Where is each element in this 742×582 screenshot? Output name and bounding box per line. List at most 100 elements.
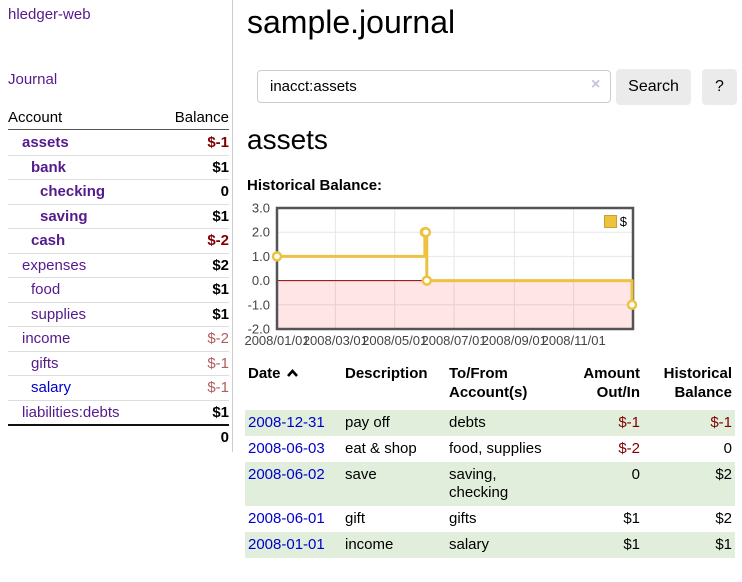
account-link-checking[interactable]: checking <box>40 183 106 201</box>
account-row: expenses $2 <box>8 252 229 278</box>
register-balance-cell: $1 <box>715 536 732 553</box>
account-balance: $-1 <box>207 354 229 372</box>
account-link-expenses[interactable]: expenses <box>22 256 87 274</box>
register-amount-cell: $1 <box>623 536 640 553</box>
account-balance: $-1 <box>207 133 229 151</box>
svg-text:0.0: 0.0 <box>252 273 270 288</box>
account-row: checking 0 <box>8 179 229 204</box>
register-accounts-cell: debts <box>449 414 486 431</box>
account-link-food[interactable]: food <box>31 281 61 299</box>
account-link-liabilities-debts[interactable]: liabilities:debts <box>22 403 120 421</box>
account-row: gifts $-1 <box>8 350 229 376</box>
account-link-saving[interactable]: saving <box>40 207 88 225</box>
balance-chart-canvas: 3.0 2.0 1.0 0.0 -1.0 -2.02008/01/012008/03/01… <box>244 201 638 348</box>
account-row: salary $-1 <box>8 375 229 400</box>
svg-text:3.0: 3.0 <box>252 201 270 216</box>
svg-text:2008/03/01: 2008/03/01 <box>303 333 368 348</box>
register-header-date[interactable]: Date <box>245 362 342 410</box>
account-balance: 0 <box>220 183 229 201</box>
sidebar: hledger-web Journal Account Balance asse… <box>0 0 233 452</box>
account-balance: $1 <box>212 281 229 299</box>
nav-journal-link[interactable]: Journal <box>8 71 58 88</box>
register-row: 2008-06-03 eat & shop food, supplies $-2 0 <box>245 436 735 462</box>
register-row: 2008-06-01 gift gifts $1 $2 <box>245 506 735 532</box>
accounts-header-account: Account <box>8 109 63 126</box>
register-amount-cell: 0 <box>631 466 640 483</box>
register-date-cell: 2008-01-01 <box>245 532 342 558</box>
svg-text:1.0: 1.0 <box>252 249 270 264</box>
account-row: assets $-1 <box>8 130 229 155</box>
search-button[interactable]: Search <box>616 69 691 105</box>
accounts-header-balance: Balance <box>174 109 229 126</box>
register-amount-cell: $-2 <box>618 440 640 457</box>
app-brand-link[interactable]: hledger-web <box>8 6 91 23</box>
register-row: 2008-12-31 pay off debts $-1 $-1 <box>245 410 735 436</box>
register-description-cell: income <box>345 536 394 553</box>
accounts-panel: Account Balance assets $-1 bank $1 checking 0… <box>8 106 229 449</box>
register-description-cell: gift <box>345 510 366 527</box>
account-link-salary[interactable]: salary <box>31 379 72 397</box>
page-title: sample.journal <box>247 4 456 40</box>
register-header-balance: Historical Balance <box>663 365 732 401</box>
search-input[interactable] <box>257 70 611 103</box>
historical-balance-chart: 3.0 2.0 1.0 0.0 -1.0 -2.0 2008/01/01 2008/03/01… <box>244 200 742 350</box>
register-date-link[interactable]: 2008-12-31 <box>248 414 325 431</box>
svg-text:2008/07/01: 2008/07/01 <box>421 333 486 348</box>
register-accounts-cell: food, supplies <box>449 440 542 457</box>
account-row: liabilities:debts $1 <box>8 399 229 425</box>
register-balance-cell: 0 <box>723 440 732 457</box>
account-row: food $1 <box>8 277 229 302</box>
account-balance: $-2 <box>207 330 229 348</box>
legend-swatch-icon <box>603 215 617 228</box>
account-balance: $-1 <box>207 379 229 397</box>
register-row: 2008-01-01 income salary $1 $1 <box>245 532 735 558</box>
account-link-income[interactable]: income <box>22 330 71 348</box>
svg-text:2008/09/01: 2008/09/01 <box>482 333 547 348</box>
register-description-cell: pay off <box>345 414 390 431</box>
register-date-link[interactable]: 2008-01-01 <box>248 536 325 553</box>
sort-asc-icon <box>286 369 298 377</box>
svg-text:2008/01/01: 2008/01/01 <box>245 333 310 348</box>
account-heading: assets <box>247 124 328 155</box>
register-balance-cell: $-1 <box>710 414 732 431</box>
account-link-gifts[interactable]: gifts <box>31 354 59 372</box>
account-link-supplies[interactable]: supplies <box>31 305 87 323</box>
register-date-link[interactable]: 2008-06-02 <box>248 466 325 483</box>
register-date-cell: 2008-06-03 <box>245 436 342 462</box>
register-header-date-label: Date <box>248 365 281 382</box>
accounts-header: Account Balance <box>8 106 229 130</box>
register-description-cell: save <box>345 466 377 483</box>
register-date-cell: 2008-06-01 <box>245 506 342 532</box>
register-header-amount: Amount Out/In <box>583 365 640 401</box>
account-row: supplies $1 <box>8 301 229 327</box>
register-accounts-cell: salary <box>449 536 490 553</box>
accounts-total-value: 0 <box>220 429 229 446</box>
register-date-cell: 2008-06-02 <box>245 462 342 506</box>
register-accounts-cell: gifts <box>449 510 477 527</box>
account-row: bank $1 <box>8 154 229 180</box>
svg-text:2.0: 2.0 <box>252 225 270 240</box>
account-row: income $-2 <box>8 326 229 351</box>
account-link-assets[interactable]: assets <box>22 133 69 151</box>
accounts-list: assets $-1 bank $1 checking 0 saving $1 cash $-2 e… <box>8 130 229 424</box>
account-link-bank[interactable]: bank <box>31 158 67 176</box>
register-header-tofrom: To/From Account(s) <box>449 365 528 401</box>
account-link-cash[interactable]: cash <box>31 232 66 250</box>
account-balance: $1 <box>212 207 229 225</box>
register-amount-cell: $-1 <box>618 414 640 431</box>
account-row: cash $-2 <box>8 228 229 253</box>
account-balance: $1 <box>212 158 229 176</box>
chart-title: Historical Balance: <box>247 177 383 194</box>
register-description-cell: eat & shop <box>345 440 417 457</box>
account-balance: $-2 <box>207 232 229 250</box>
clear-search-icon[interactable]: × <box>591 76 601 93</box>
register-table: Date Description To/From Account(s) Amou… <box>245 362 735 558</box>
svg-text:-1.0: -1.0 <box>248 297 270 312</box>
register-date-link[interactable]: 2008-06-01 <box>248 510 325 527</box>
account-row: saving $1 <box>8 203 229 229</box>
register-date-link[interactable]: 2008-06-03 <box>248 440 325 457</box>
account-balance: $1 <box>212 305 229 323</box>
help-button[interactable]: ? <box>702 69 737 105</box>
register-row: 2008-06-02 save saving, checking 0 $2 <box>245 462 735 506</box>
register-header-row: Date Description To/From Account(s) Amou… <box>245 362 735 410</box>
